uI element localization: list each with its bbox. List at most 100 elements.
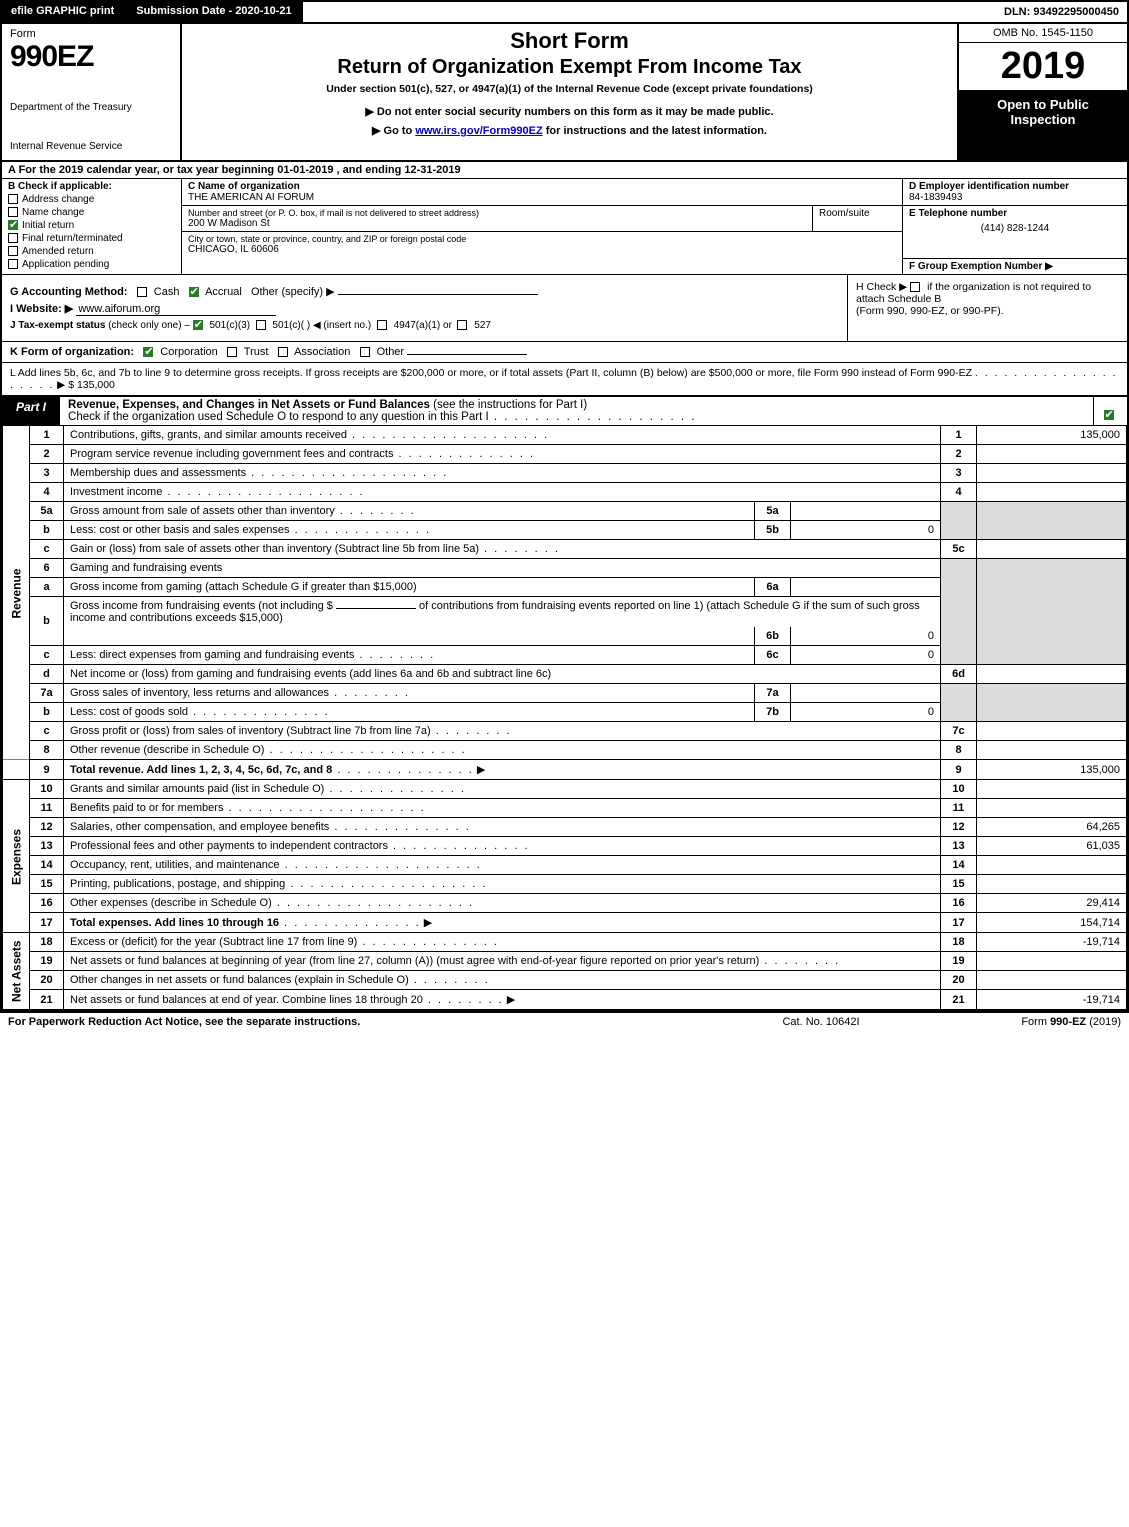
line-ref: 10: [941, 780, 977, 799]
line-6: 6 Gaming and fundraising events: [3, 559, 1127, 578]
line-ref: 8: [941, 741, 977, 760]
c-street-label: Number and street (or P. O. box, if mail…: [188, 208, 806, 218]
line-11: 11 Benefits paid to or for members 11: [3, 799, 1127, 818]
short-form-title: Short Form: [190, 28, 949, 54]
header-center: Short Form Return of Organization Exempt…: [182, 24, 957, 160]
checkbox-icon[interactable]: [8, 259, 18, 269]
checkbox-checked-icon[interactable]: [143, 347, 153, 357]
checkbox-icon[interactable]: [8, 194, 18, 204]
c-city-row: City or town, state or province, country…: [182, 232, 902, 257]
k-opt-3: Other: [377, 346, 405, 358]
l4-desc: Investment income: [70, 486, 162, 498]
l19-desc: Net assets or fund balances at beginning…: [70, 955, 759, 967]
line-ref: 12: [941, 818, 977, 837]
line-no: 7a: [30, 684, 64, 703]
line-no: b: [30, 521, 64, 540]
l13-desc: Professional fees and other payments to …: [70, 840, 388, 852]
checkbox-icon[interactable]: [137, 287, 147, 297]
header-right: OMB No. 1545-1150 2019 Open to Public In…: [957, 24, 1127, 160]
line-desc: Gain or (loss) from sale of assets other…: [64, 540, 941, 559]
checkbox-icon[interactable]: [377, 320, 387, 330]
line-no: 12: [30, 818, 64, 837]
col-cdef-wrap: C Name of organization THE AMERICAN AI F…: [182, 179, 1127, 274]
k-other-input[interactable]: [407, 354, 527, 355]
l6b-desc1: Gross income from fundraising events (no…: [70, 600, 333, 612]
l21-desc: Net assets or fund balances at end of ye…: [70, 994, 423, 1006]
efile-print-button[interactable]: efile GRAPHIC print: [0, 0, 125, 24]
line-val: 61,035: [977, 837, 1127, 856]
line-ref: 16: [941, 894, 977, 913]
dots: [272, 897, 474, 909]
line-no: 19: [30, 952, 64, 971]
c-street-row: Number and street (or P. O. box, if mail…: [182, 206, 902, 232]
checkbox-icon[interactable]: [910, 282, 920, 292]
line-desc: Other changes in net assets or fund bala…: [64, 971, 941, 990]
open-public-inspection: Open to Public Inspection: [959, 91, 1127, 160]
row-a-mid: , and ending: [333, 164, 404, 176]
sub-val: [791, 502, 941, 521]
footer-left: For Paperwork Reduction Act Notice, see …: [8, 1016, 721, 1028]
checkbox-icon[interactable]: [8, 207, 18, 217]
checkbox-checked-icon[interactable]: [1104, 410, 1114, 420]
line-desc: Salaries, other compensation, and employ…: [64, 818, 941, 837]
checkbox-icon[interactable]: [8, 246, 18, 256]
irs-link[interactable]: www.irs.gov/Form990EZ: [415, 125, 542, 137]
g-other-input[interactable]: [338, 294, 538, 295]
org-street: 200 W Madison St: [188, 218, 270, 229]
checkbox-checked-icon[interactable]: [193, 320, 203, 330]
website-value[interactable]: www.aiforum.org: [76, 303, 276, 316]
checkbox-checked-icon[interactable]: [8, 220, 18, 230]
l6b-amount-input[interactable]: [336, 608, 416, 609]
l-text: L Add lines 5b, 6c, and 7b to line 9 to …: [10, 367, 972, 379]
i-label: I Website: ▶: [10, 303, 73, 315]
grey-cell: [977, 559, 1127, 665]
l3-desc: Membership dues and assessments: [70, 467, 246, 479]
org-name: THE AMERICAN AI FORUM: [188, 192, 314, 203]
row-a-tax-year: A For the 2019 calendar year, or tax yea…: [2, 162, 1127, 179]
checkbox-icon[interactable]: [457, 320, 467, 330]
l1-desc: Contributions, gifts, grants, and simila…: [70, 429, 347, 441]
line-desc: Total expenses. Add lines 10 through 16 …: [64, 913, 941, 933]
b-opt-final[interactable]: Final return/terminated: [8, 233, 175, 244]
b-opt-address[interactable]: Address change: [8, 194, 175, 205]
b-opt-2: Initial return: [22, 220, 74, 231]
checkbox-icon[interactable]: [360, 347, 370, 357]
j-o1: 501(c)(3): [209, 320, 250, 331]
b-opt-pending[interactable]: Application pending: [8, 259, 175, 270]
line-ref: 1: [941, 426, 977, 445]
line-ref: 20: [941, 971, 977, 990]
b-opt-4: Amended return: [22, 246, 94, 257]
checkbox-checked-icon[interactable]: [189, 287, 199, 297]
l14-desc: Occupancy, rent, utilities, and maintena…: [70, 859, 280, 871]
checkbox-icon[interactable]: [256, 320, 266, 330]
part1-schedule-o-check[interactable]: [1093, 397, 1127, 425]
b-opt-amended[interactable]: Amended return: [8, 246, 175, 257]
sub-val: 0: [791, 627, 941, 646]
line-val: [977, 741, 1127, 760]
e-label: E Telephone number: [909, 208, 1007, 219]
line-val: [977, 856, 1127, 875]
line-val: [977, 540, 1127, 559]
h-block: H Check ▶ if the organization is not req…: [847, 275, 1127, 341]
l18-desc: Excess or (deficit) for the year (Subtra…: [70, 936, 357, 948]
line-no: 13: [30, 837, 64, 856]
line-no: b: [30, 703, 64, 722]
line-val: [977, 445, 1127, 464]
g-other: Other (specify) ▶: [251, 286, 335, 298]
sub-no: 5b: [755, 521, 791, 540]
room-suite: Room/suite: [812, 206, 902, 231]
checkbox-icon[interactable]: [278, 347, 288, 357]
checkbox-icon[interactable]: [227, 347, 237, 357]
sub-no: 7a: [755, 684, 791, 703]
b-opt-initial[interactable]: Initial return: [8, 220, 175, 231]
line-desc: Gross income from fundraising events (no…: [64, 597, 941, 628]
b-opt-name[interactable]: Name change: [8, 207, 175, 218]
line-5c: c Gain or (loss) from sale of assets oth…: [3, 540, 1127, 559]
checkbox-icon[interactable]: [8, 233, 18, 243]
h-text1: H Check ▶: [856, 281, 910, 293]
line-no: a: [30, 578, 64, 597]
line-val: 64,265: [977, 818, 1127, 837]
line-val: [977, 780, 1127, 799]
line-no: c: [30, 540, 64, 559]
line-val: [977, 952, 1127, 971]
